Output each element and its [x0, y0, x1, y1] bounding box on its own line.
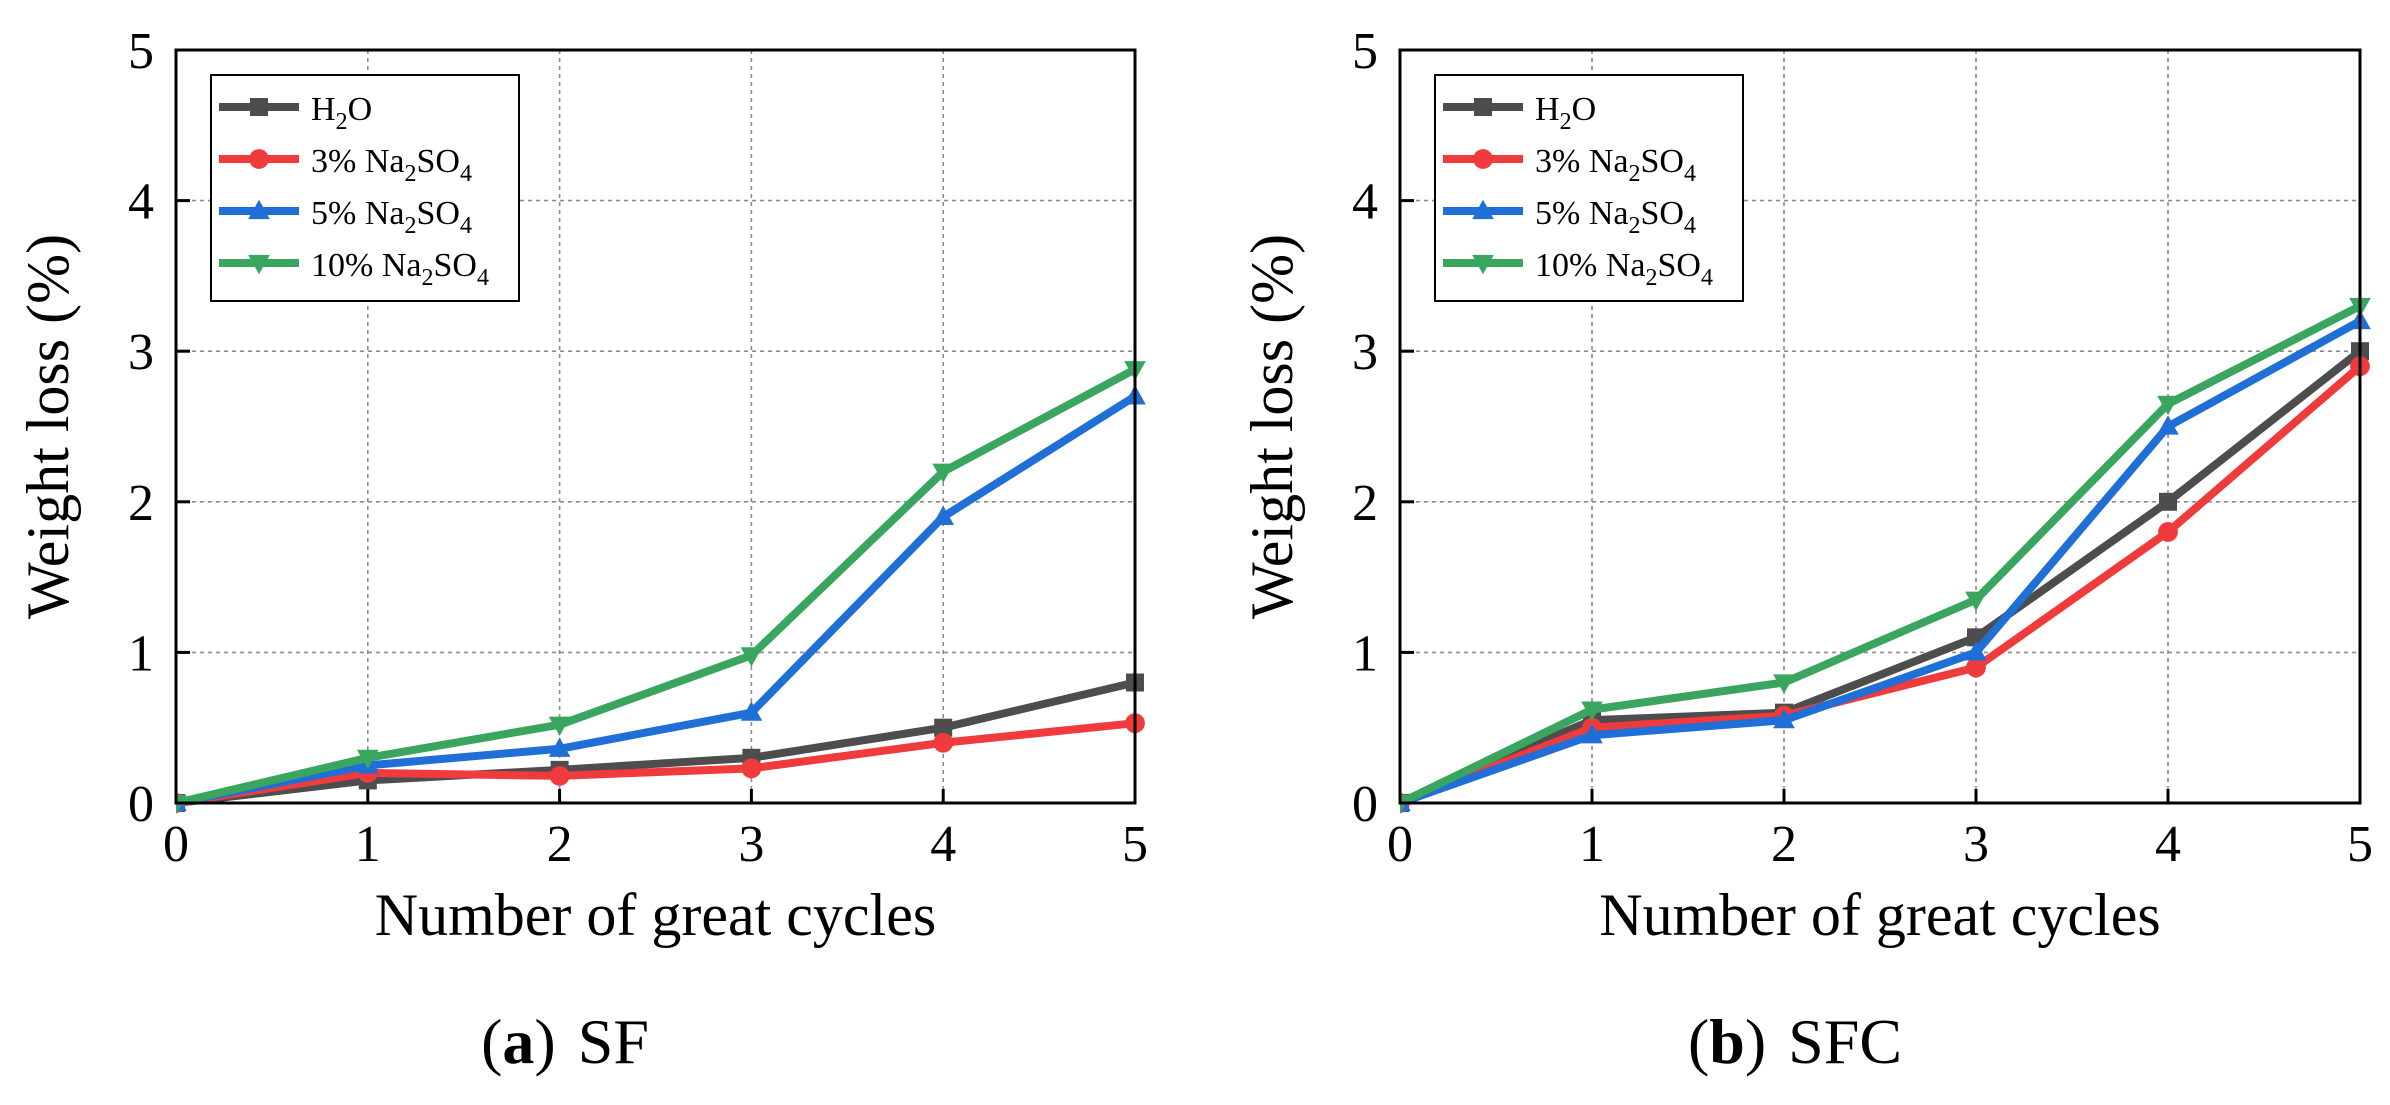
panel-b-xtick-label: 0: [1387, 816, 1413, 873]
panel-a-legend-label: 10% Na2SO4: [311, 247, 489, 291]
panel-b-ytick-label: 4: [1352, 174, 1378, 231]
panel-b-series-3: [1400, 297, 2371, 815]
panel-a-data-point: [176, 794, 187, 815]
panel-a-xtick-label: 1: [355, 816, 381, 873]
panel-a-axes-frame: [174, 48, 1137, 805]
panel-b-axes-frame: [1398, 48, 2362, 805]
panel-b-xtick-label: 5: [2347, 816, 2373, 873]
panel-b-data-point: [2159, 492, 2177, 511]
panel-b-legend: H2O 3% Na2SO4 5% Na2SO4 10% Na2SO4: [1434, 74, 1744, 302]
panel-a-data-point: [548, 737, 571, 757]
panel-a-data-point: [357, 749, 379, 770]
panel-a-data-point: [740, 647, 763, 667]
panel-a-data-point: [932, 505, 954, 525]
panel-b-xtick-label: 2: [1771, 816, 1797, 873]
panel-a-ytick-label: 4: [128, 174, 154, 231]
panel-b-data-point: [2157, 415, 2179, 435]
panel-a-ytick-label: 2: [128, 475, 154, 532]
panel-b-ytick-label: 5: [1352, 23, 1378, 80]
panel-b-data-point: [1581, 701, 1603, 721]
panel-b-legend-marker: [1472, 199, 1494, 220]
panel-b-data-point: [2158, 522, 2178, 542]
panel-b-legend-marker: [1474, 98, 1492, 116]
panel-a-legend: H2O 3% Na2SO4 5% Na2SO4 10% Na2SO4: [210, 74, 520, 302]
panel-b-legend-label: 3% Na2SO4: [1535, 143, 1696, 187]
panel-a-legend-marker: [248, 254, 270, 275]
panel-a-data-point: [741, 758, 762, 779]
panel-b-data-point: [1400, 794, 1411, 815]
panel-b-legend-label: 10% Na2SO4: [1535, 247, 1713, 291]
panel-a-ytick-label: 1: [128, 625, 154, 682]
panel-b-legend-label: 5% Na2SO4: [1535, 195, 1696, 239]
panel-b-data-point: [1773, 674, 1795, 694]
panel-a-data-point: [740, 701, 763, 721]
panel-a-ylabel: Weight loss (%): [15, 234, 81, 619]
panel-a-letter: a: [502, 1006, 535, 1077]
panel-a-series-line: [176, 678, 1139, 807]
panel-b-series-line: [1400, 362, 2364, 807]
panel-a-legend-label: H2O: [311, 91, 372, 135]
panel-a-ytick-label: 0: [128, 776, 154, 833]
panel-a-series-3: [176, 361, 1146, 815]
panel-b-data-point: [1581, 723, 1603, 744]
panel-a-legend-marker: [248, 199, 270, 220]
panel-a-xlabel: Number of great cycles: [375, 882, 936, 948]
panel-b-ylabel: Weight loss (%): [1239, 234, 1305, 619]
panel-a-data-point: [548, 716, 571, 736]
panel-a-ytick-label: 3: [128, 324, 154, 381]
panel-a-chart: 0 1 2 3 4 5 0 1 2 3 4 5 Number of great cycles Weight…: [15, 23, 1148, 948]
panel-a-data-point: [549, 765, 570, 786]
panel-b-caption: (b) SFC: [1687, 1006, 1903, 1077]
panel-b-ytick-label: 2: [1352, 475, 1378, 532]
panel-b-legend-marker: [1473, 149, 1493, 169]
panel-a-ytick-label: 5: [128, 23, 154, 80]
panel-a-xtick-label: 3: [738, 816, 764, 873]
panel-b-ytick-label: 3: [1352, 324, 1378, 381]
panel-a-series-line: [176, 392, 1139, 807]
panel-b-legend-label: H2O: [1535, 91, 1596, 135]
panel-a-series-2: [176, 385, 1146, 812]
panel-b-data-point: [1966, 657, 1986, 678]
panel-a-legend-marker: [249, 149, 269, 169]
panel-a-xtick-label: 2: [547, 816, 573, 873]
panel-a-xtick-label: 4: [930, 816, 956, 873]
panel-b-series-0: [1400, 342, 2369, 812]
panel-a-data-point: [932, 463, 954, 483]
panel-b-series-line: [1400, 317, 2364, 807]
panel-a-legend-label: 5% Na2SO4: [311, 195, 472, 239]
panel-b-xtick-label: 4: [2155, 816, 2181, 873]
panel-b-data-point: [1965, 641, 1987, 661]
panel-a-series-line: [176, 719, 1139, 807]
panel-a-data-point: [934, 718, 953, 737]
panel-b-title: SFC: [1788, 1006, 1903, 1077]
panel-b-data-point: [1773, 708, 1795, 729]
panel-a-xtick-label: 5: [1122, 816, 1148, 873]
panel-b-xtick-label: 1: [1579, 816, 1605, 873]
panel-a-legend-marker: [250, 98, 268, 116]
panel-a-legend-label: 3% Na2SO4: [311, 143, 472, 187]
panel-a-xtick-label: 0: [163, 816, 189, 873]
panel-a-title: SF: [577, 1006, 649, 1077]
panel-a-data-point: [933, 732, 954, 753]
panel-a-series-line: [176, 365, 1139, 807]
panel-b-xtick-label: 3: [1963, 816, 1989, 873]
panel-b-chart: 0 1 2 3 4 5 0 1 2 3 4 5 Number of great cycles Weight…: [1239, 23, 2373, 948]
panel-b-data-point: [1965, 591, 1987, 611]
panel-b-letter: b: [1709, 1006, 1745, 1077]
panel-b-series-2: [1400, 309, 2371, 812]
panel-b-legend-marker: [1472, 254, 1494, 275]
panel-b-series-line: [1400, 302, 2364, 807]
panel-b-ytick-label: 0: [1352, 776, 1378, 833]
panel-b-xlabel: Number of great cycles: [1599, 882, 2160, 948]
panel-a-caption: (a) SF: [481, 1006, 649, 1077]
panel-b-data-point: [2157, 395, 2179, 416]
panel-b-series-line: [1400, 347, 2364, 807]
panel-b-ytick-label: 1: [1352, 625, 1378, 682]
